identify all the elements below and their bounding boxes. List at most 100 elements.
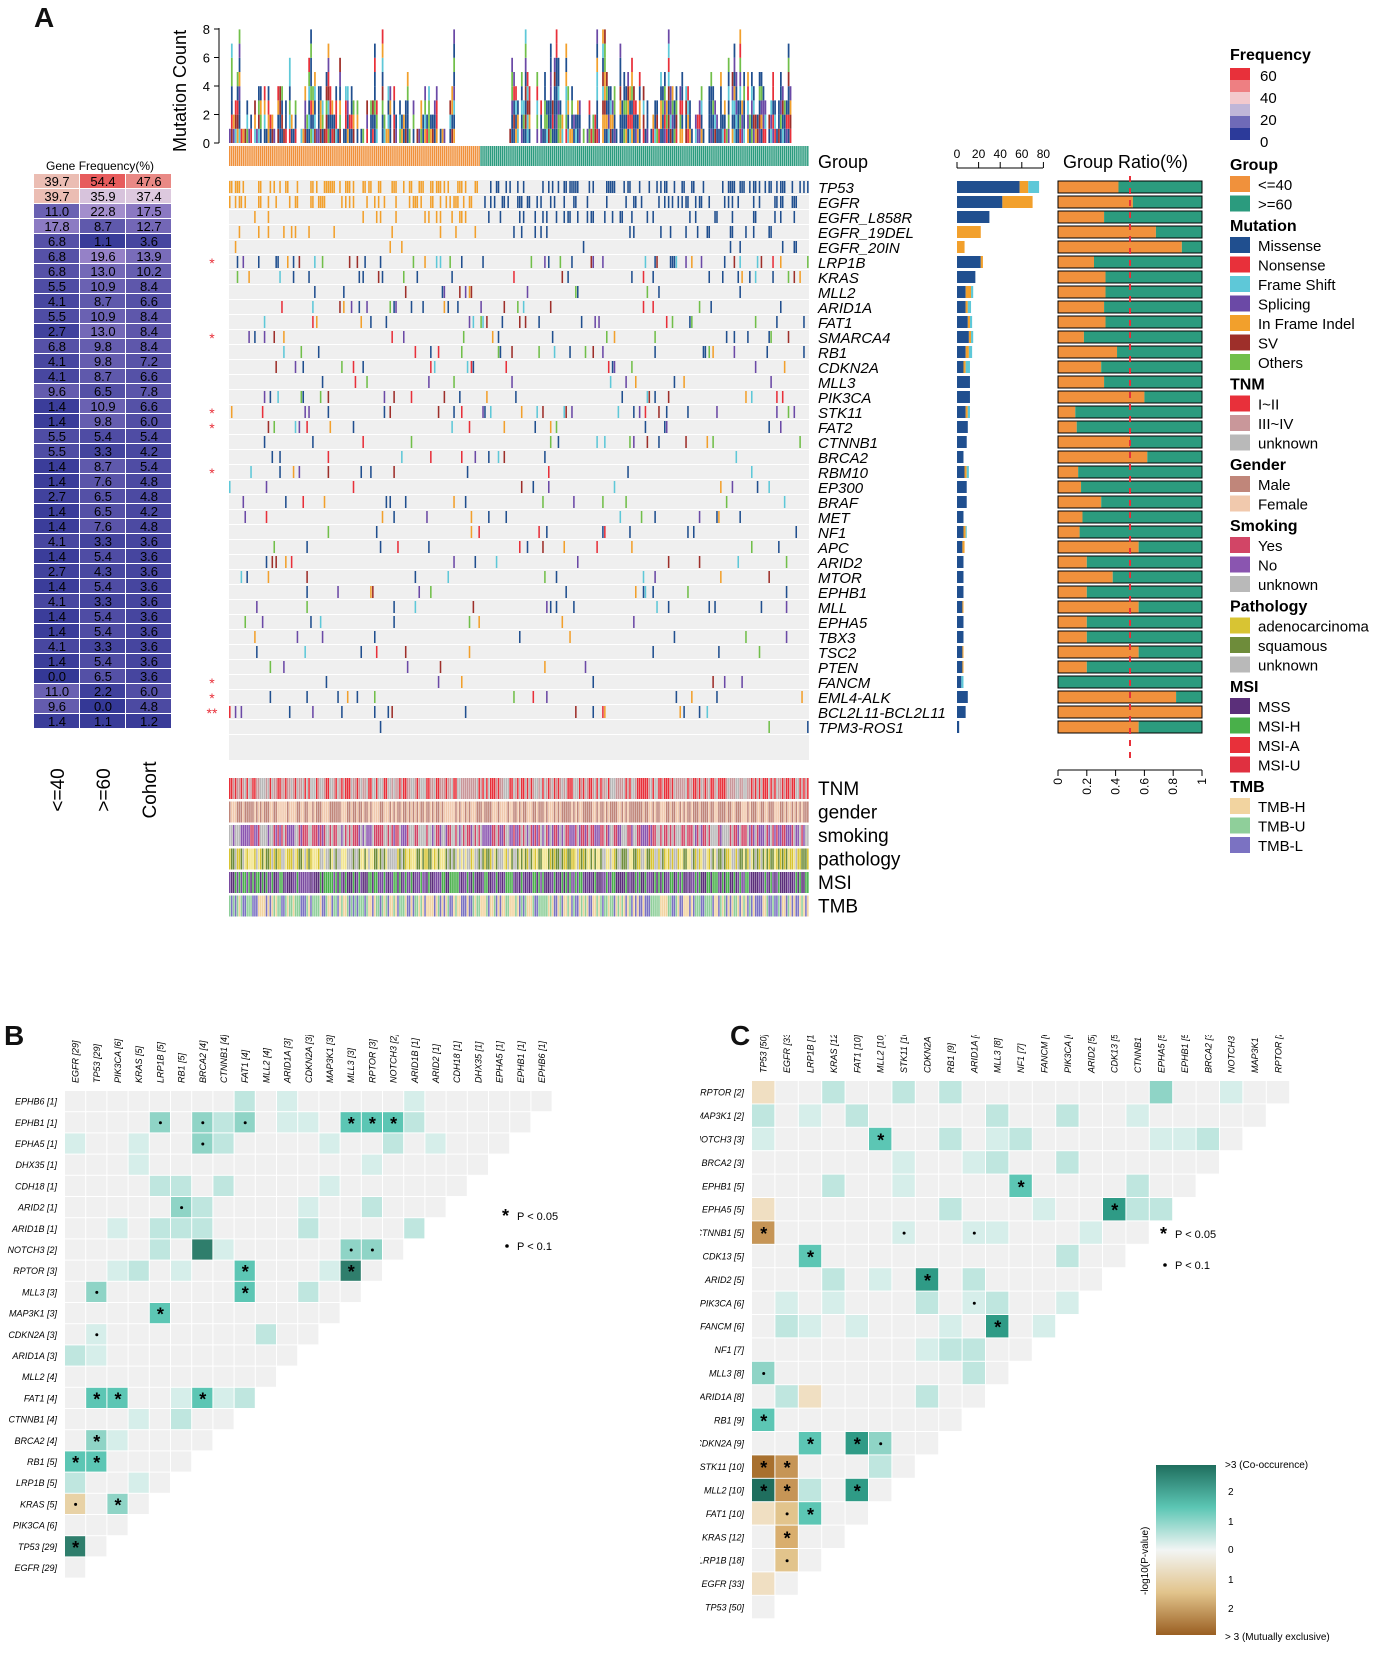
oncoprint-mutation-cell (722, 271, 724, 283)
annotation-track-sample (551, 872, 554, 893)
group-bar-sample (451, 146, 453, 166)
c-heatmap-cell (845, 1244, 868, 1268)
annotation-track-sample (252, 801, 254, 823)
annotation-track-sample (805, 872, 807, 893)
mutation-count-bar-segment (594, 128, 597, 143)
c-heatmap-cell (798, 1338, 822, 1361)
annotation-track-sample (536, 778, 538, 799)
oncoprint-mutation-cell (329, 181, 332, 193)
oncoprint-mutation-cell (267, 196, 270, 208)
mutation-count-bar-segment (435, 100, 438, 115)
annotation-track-sample (331, 778, 334, 799)
annotation-track-sample (416, 778, 419, 799)
annotation-track-sample (636, 825, 639, 846)
annotation-track-sample (325, 872, 328, 893)
annotation-track-sample (287, 895, 289, 917)
annotation-track-sample (710, 895, 712, 917)
oncoprint-mutation-cell (526, 286, 529, 298)
group-bar-sample (329, 146, 331, 166)
b-heatmap-cell (255, 1091, 276, 1112)
annotation-track-sample (604, 895, 606, 917)
annotation-track-sample (627, 895, 629, 917)
annotation-track-sample (619, 825, 622, 846)
ratio-bar-border (1057, 675, 1203, 689)
gene-frequency-value: 1.4 (48, 519, 66, 534)
annotation-track-sample (540, 895, 542, 917)
b-heatmap-cell (298, 1175, 319, 1196)
mutation-count-bar-segment (774, 128, 776, 143)
mutation-count-bar-segment (760, 128, 763, 143)
annotation-track-sample (702, 872, 705, 893)
c-column-gene-label: ARID1A [8] (969, 1035, 979, 1074)
annotation-track-sample (461, 872, 463, 893)
gene-frequency-cell (80, 534, 125, 548)
c-heatmap-cell (986, 1198, 1009, 1221)
annotation-track-sample (254, 848, 256, 870)
mutation-count-bar-segment (381, 86, 384, 101)
group-bar-sample (439, 146, 442, 166)
mutation-count-bar-segment (370, 128, 372, 143)
c-heatmap-cell (915, 1221, 939, 1244)
annotation-track-sample (623, 778, 625, 799)
annotation-track-sample (592, 801, 595, 823)
mutation-count-bar-segment (316, 128, 318, 143)
oncoprint-mutation-cell (720, 571, 722, 583)
oncoprint-mutation-cell (544, 256, 546, 268)
annotation-track-sample (546, 895, 548, 917)
group-bar-sample (433, 146, 436, 166)
b-heatmap-cell (298, 1133, 319, 1154)
annotation-track-sample (428, 872, 430, 893)
b-heatmap-cell (149, 1472, 170, 1493)
gene-frequency-cell (80, 684, 125, 698)
mutation-count-bar-segment (259, 114, 262, 129)
group-bar-sample (578, 146, 581, 166)
oncoprint-mutation-cell (517, 301, 519, 313)
annotation-track-sample (306, 825, 308, 846)
b-heatmap-cell (298, 1091, 319, 1112)
annotation-track-sample (457, 872, 459, 893)
gene-frequency-cell (80, 324, 125, 338)
b-heatmap-cell (383, 1175, 404, 1196)
annotation-track-sample (664, 778, 666, 799)
b-heatmap-cell (340, 1154, 361, 1175)
mutation-count-bar-segment (760, 100, 763, 115)
annotation-track-sample (673, 848, 676, 870)
b-significance-star: * (93, 1432, 100, 1452)
mutation-count-bar-segment (735, 86, 738, 101)
mutation-count-bar-segment (623, 114, 626, 129)
mutation-count-bar-segment (304, 114, 307, 129)
annotation-track-sample (673, 895, 676, 917)
annotation-track-sample (308, 848, 310, 870)
mutation-count-bar-segment (540, 114, 543, 129)
annotation-track-sample (654, 848, 656, 870)
oncoprint-row-divider (229, 509, 809, 510)
annotation-track-sample (522, 825, 525, 846)
annotation-track-sample (714, 825, 716, 846)
annotation-track-sample (770, 825, 772, 846)
annotation-track-sample (325, 848, 328, 870)
annotation-track-sample (283, 895, 285, 917)
b-heatmap-cell (319, 1303, 340, 1324)
annotation-track-sample (281, 848, 283, 870)
b-heatmap-cell (65, 1409, 86, 1430)
annotation-track-sample (375, 848, 378, 870)
b-column-gene-label: NOTCH3 [2] (389, 1035, 399, 1083)
mutation-count-bar-segment (743, 72, 746, 87)
annotation-track-sample (542, 895, 544, 917)
oncoprint-mutation-cell (497, 346, 500, 358)
c-heatmap-cell (1032, 1315, 1056, 1338)
mutation-count-bar-segment (604, 128, 606, 143)
oncoprint-mutation-cell (377, 181, 380, 193)
group-bar-sample (488, 146, 490, 166)
mutation-count-bar-segment (774, 100, 776, 115)
annotation-track-sample (354, 801, 357, 823)
mutation-count-bar-segment (720, 128, 722, 143)
gene-mutation-bar (957, 241, 965, 253)
mutation-count-bar-segment (664, 72, 666, 87)
oncoprint-mutation-cell (664, 421, 666, 433)
oncoprint-mutation-cell (360, 646, 363, 658)
annotation-track-sample (671, 825, 674, 846)
oncoprint-mutation-cell (685, 436, 687, 448)
annotation-track-sample (430, 825, 432, 846)
oncoprint-mutation-cell (592, 706, 595, 718)
